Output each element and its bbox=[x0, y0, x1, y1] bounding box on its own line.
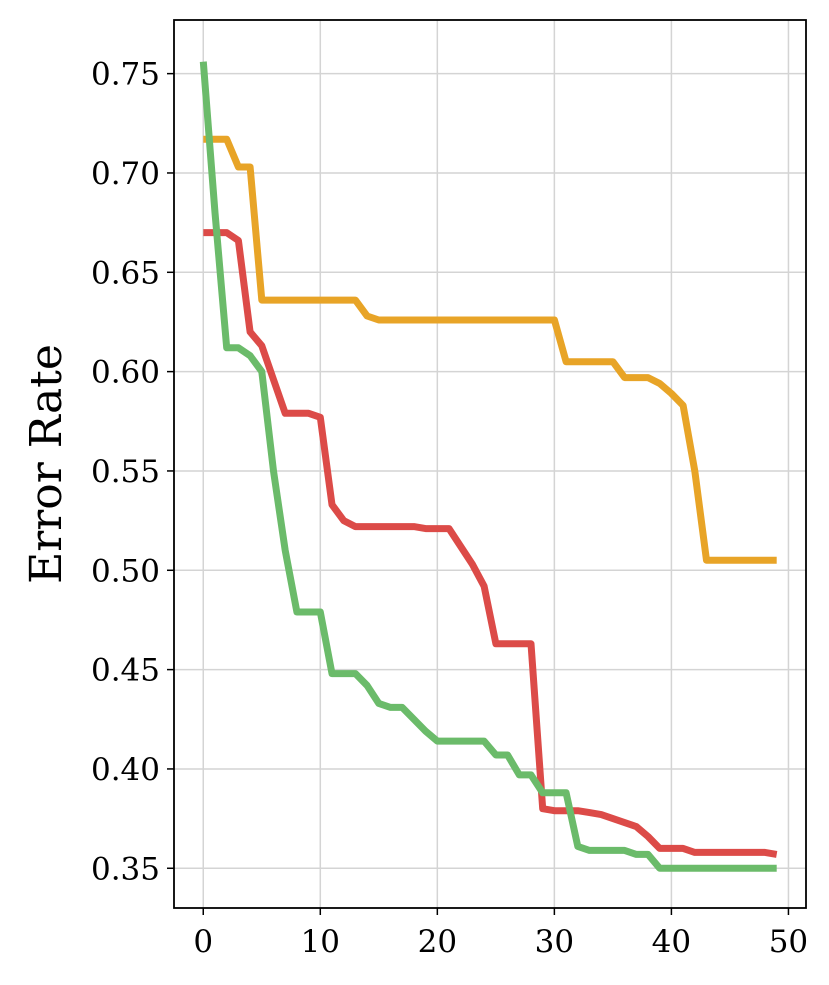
y-tick-label: 0.50 bbox=[91, 553, 160, 589]
y-tick-label: 0.40 bbox=[91, 752, 160, 788]
x-tick-label: 30 bbox=[535, 924, 574, 960]
series-line-1 bbox=[203, 135, 777, 564]
y-tick-label: 0.60 bbox=[91, 355, 160, 391]
x-tick-label: 10 bbox=[301, 924, 340, 960]
plot-lines bbox=[199, 61, 778, 872]
y-tick-label: 0.65 bbox=[91, 255, 160, 291]
x-tick-label: 50 bbox=[769, 924, 808, 960]
y-tick-label: 0.75 bbox=[91, 57, 160, 93]
series-line-2 bbox=[203, 229, 778, 858]
x-tick-label: 40 bbox=[652, 924, 691, 960]
axis-ticks: 0 10 20 30 40 50 0.35 0.40 0.45 0.50 0.55 0.60 0.65 0… bbox=[91, 57, 808, 960]
x-tick-label: 0 bbox=[193, 924, 213, 960]
y-tick-label: 0.55 bbox=[91, 454, 160, 490]
y-tick-label: 0.45 bbox=[91, 653, 160, 689]
grid bbox=[174, 20, 806, 908]
plot-frame bbox=[173, 19, 807, 909]
y-tick-label: 0.70 bbox=[91, 156, 160, 192]
y-tick-label: 0.35 bbox=[91, 851, 160, 887]
x-tick-label: 20 bbox=[418, 924, 457, 960]
y-axis-label: Error Rate bbox=[21, 344, 72, 584]
series-line-3 bbox=[199, 61, 777, 872]
